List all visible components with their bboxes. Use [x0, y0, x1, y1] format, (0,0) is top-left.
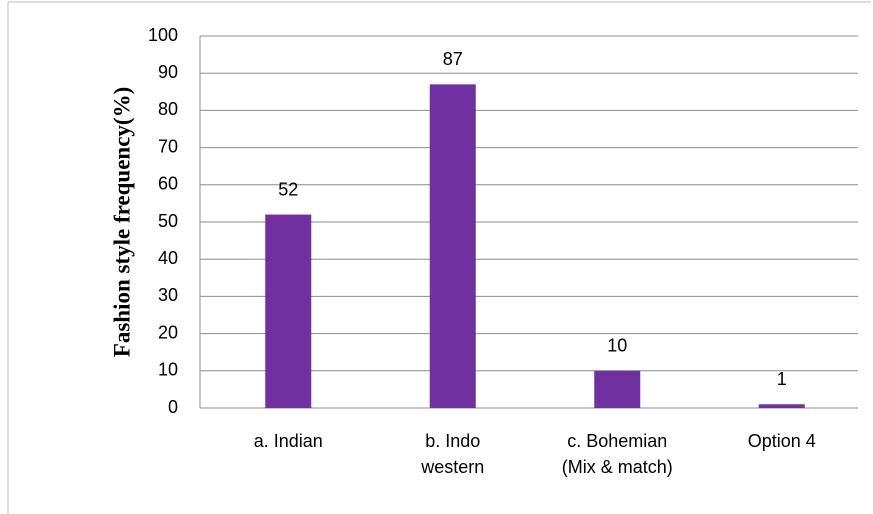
bar: [758, 404, 805, 408]
x-tick-label: Option 4: [747, 431, 816, 451]
y-tick-label: 50: [158, 211, 178, 231]
data-label: 87: [443, 49, 463, 69]
data-label: 10: [607, 336, 627, 356]
bar: [265, 214, 312, 408]
y-tick-label: 10: [158, 360, 178, 380]
data-label: 1: [777, 369, 787, 389]
y-tick-label: 60: [158, 174, 178, 194]
y-tick-label: 40: [158, 248, 178, 268]
bar: [594, 370, 641, 408]
x-tick-label: a. Indian: [253, 431, 323, 451]
y-tick-label: 20: [158, 322, 178, 342]
y-axis-label: Fashion style frequency(%): [109, 87, 134, 357]
y-tick-label: 0: [168, 397, 178, 417]
bar: [429, 84, 476, 409]
x-tick-label: c. Bohemian (Mix & match): [561, 431, 673, 477]
y-tick-label: 70: [158, 136, 178, 156]
x-tick-label: b. Indo western: [421, 431, 485, 477]
y-tick-label: 90: [158, 62, 178, 82]
y-tick-label: 100: [148, 25, 178, 45]
y-tick-label: 80: [158, 99, 178, 119]
data-label: 52: [278, 179, 298, 199]
y-tick-label: 30: [158, 285, 178, 305]
